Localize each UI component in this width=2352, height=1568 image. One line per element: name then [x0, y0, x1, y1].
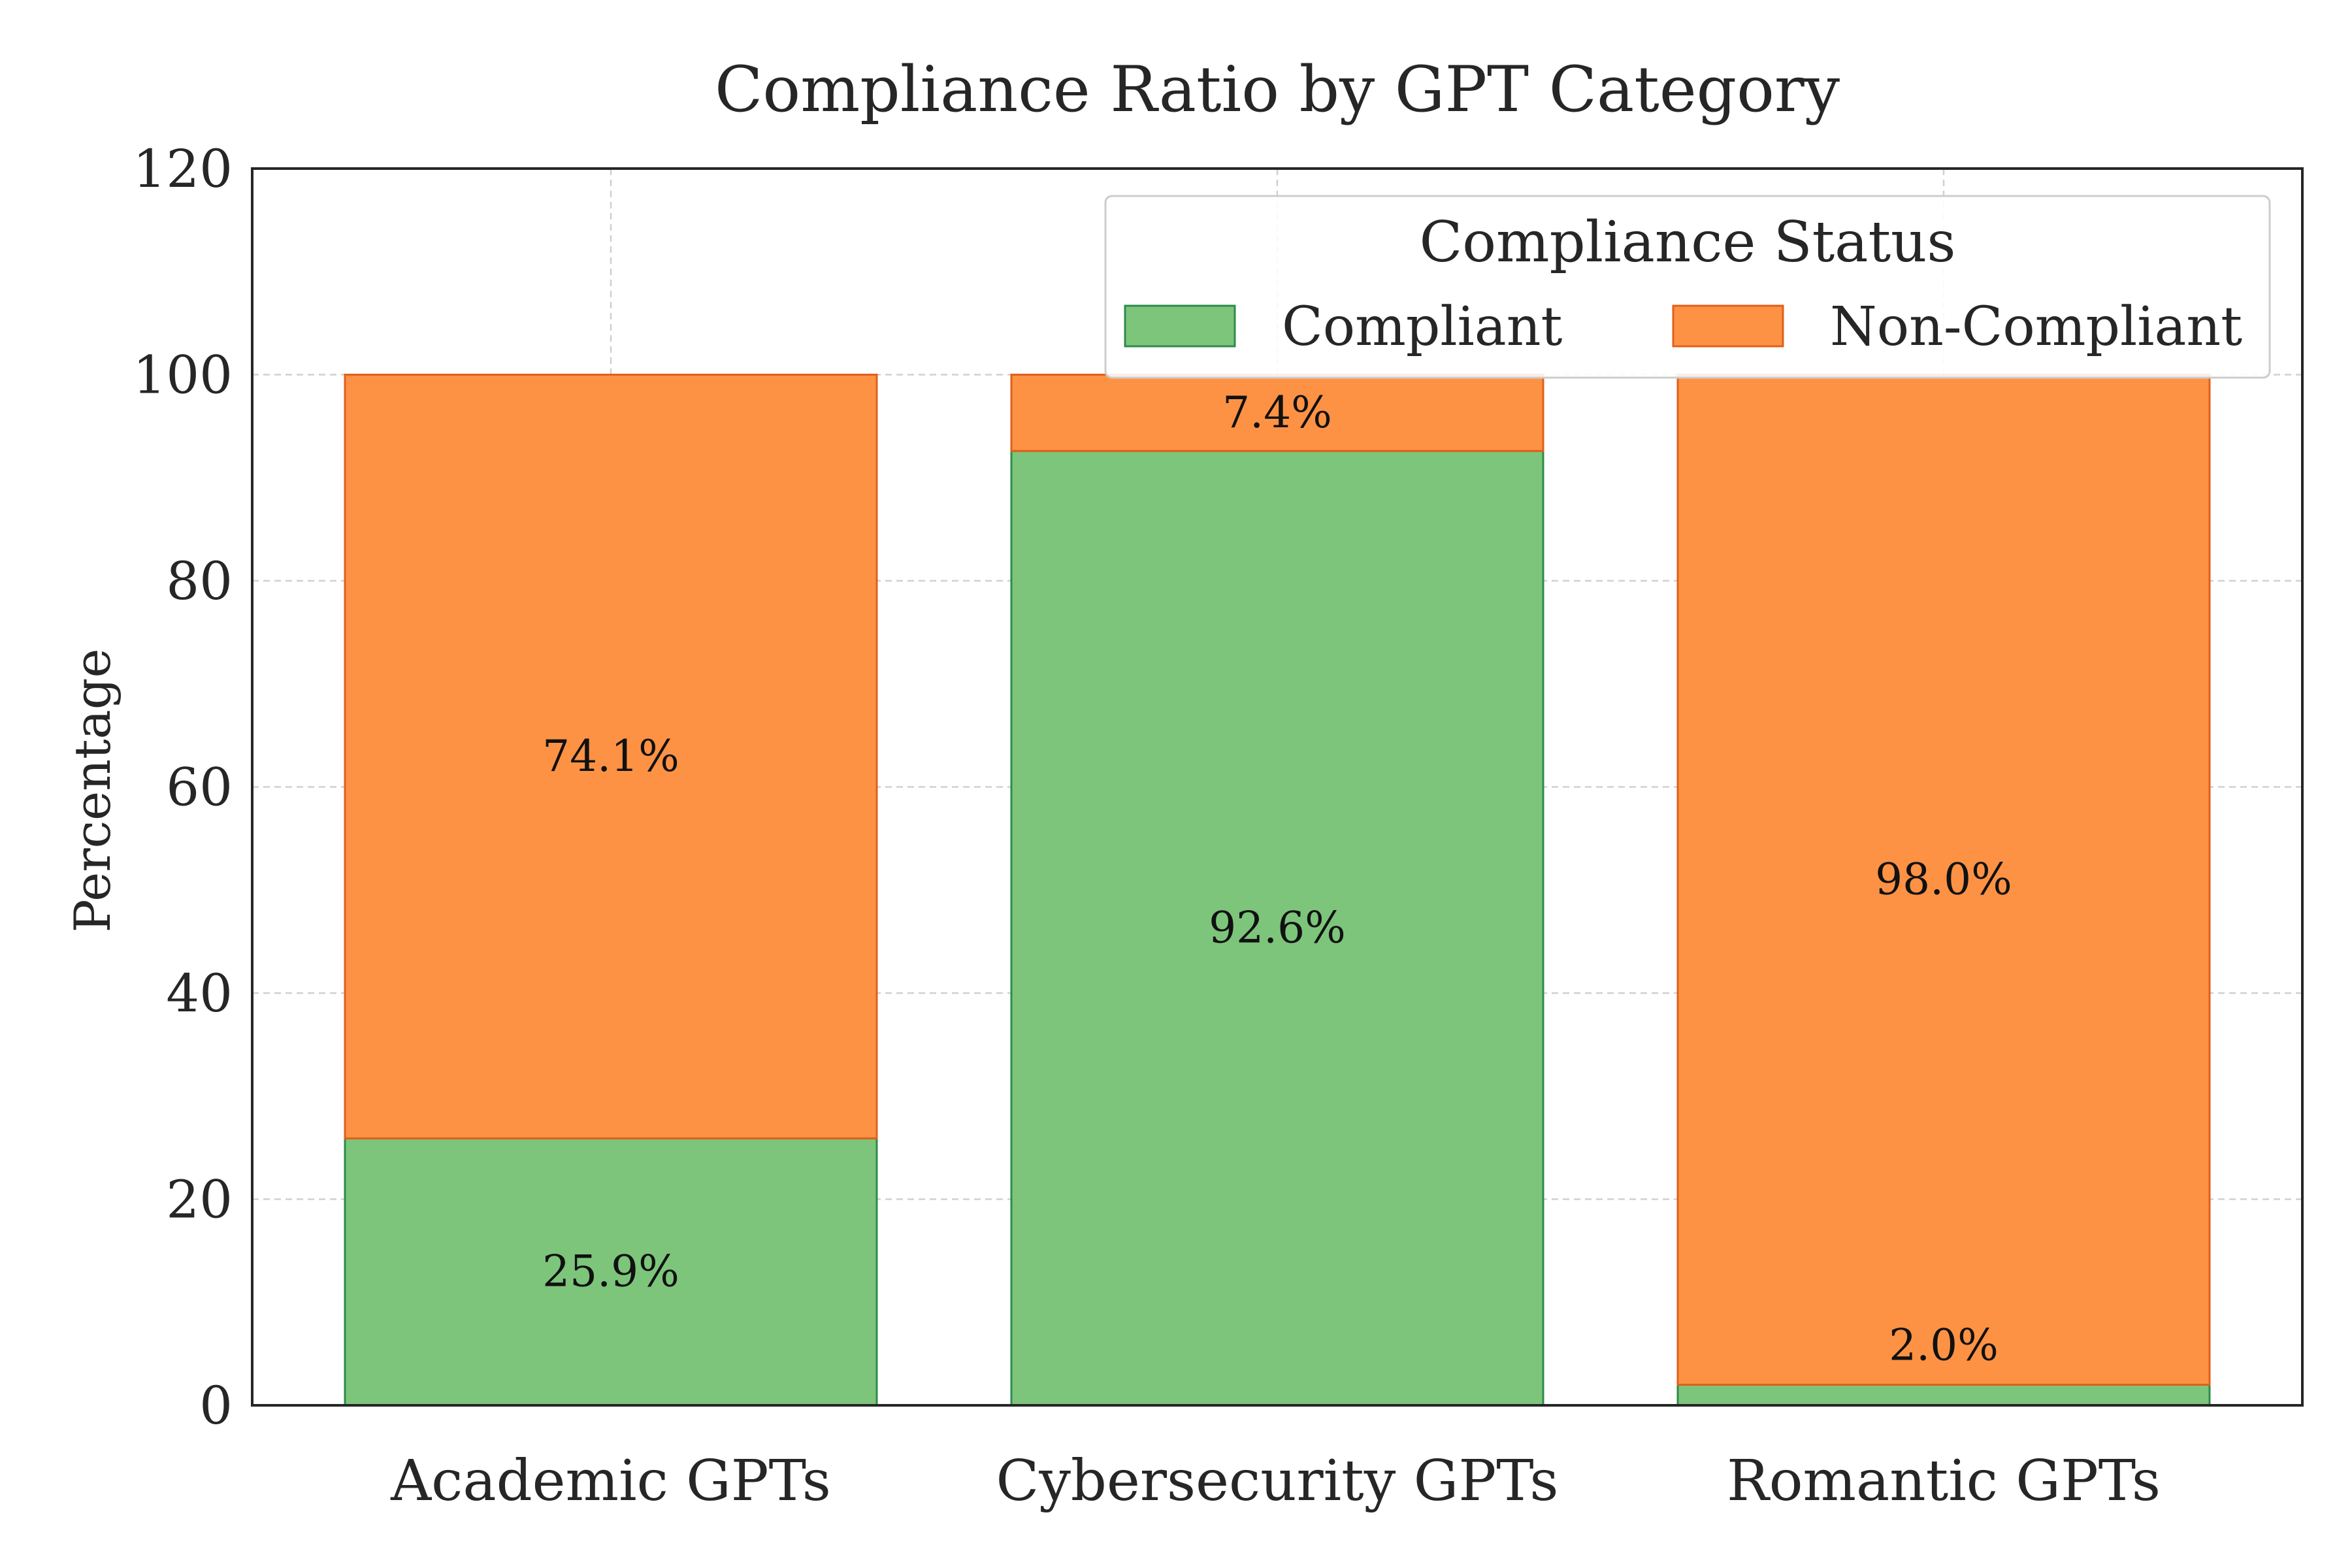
bar-compliant-0 — [344, 1137, 878, 1407]
legend-swatch — [1672, 304, 1784, 348]
y-tick-label: 100 — [133, 345, 233, 406]
legend-box — [1104, 195, 2271, 379]
legend-title: Compliance Status — [1419, 210, 1955, 275]
y-axis-ticks: 0 20 40 60 80 100 120 — [133, 139, 233, 1436]
data-label: 2.0% — [1889, 1320, 1999, 1370]
x-axis-ticks: Academic GPTs Cybersecurity GPTs Romantic … — [390, 1448, 2161, 1514]
bar-compliant-1 — [1010, 449, 1544, 1407]
data-label: 7.4% — [1222, 387, 1332, 438]
y-tick-label: 120 — [133, 139, 233, 199]
data-label: 98.0% — [1875, 854, 2012, 904]
x-tick-label: Romantic GPTs — [1727, 1448, 2161, 1514]
legend: Compliance Status Compliant Non-Compliant — [1104, 195, 2271, 379]
legend-label: Compliant — [1282, 296, 1563, 358]
legend-items: Compliant Non-Compliant — [1124, 296, 2242, 358]
y-tick-label: 80 — [166, 551, 233, 612]
data-label: 74.1% — [542, 731, 679, 781]
bars: 25.9% 74.1% 92.6% 7.4% 2.0% 98.0% — [344, 374, 2211, 1407]
bar-compliant-2 — [1676, 1383, 2211, 1407]
data-label: 25.9% — [542, 1247, 679, 1297]
legend-label: Non-Compliant — [1830, 296, 2242, 358]
bar-non-compliant-0 — [344, 374, 878, 1139]
y-tick-label: 40 — [166, 963, 233, 1024]
y-axis-label: Percentage — [63, 649, 122, 933]
y-tick-label: 60 — [166, 757, 233, 818]
plot-frame — [251, 167, 2304, 1407]
x-tick-label: Academic GPTs — [390, 1448, 831, 1514]
y-tick-label: 20 — [166, 1169, 233, 1230]
data-label: 92.6% — [1209, 903, 1346, 953]
legend-swatch — [1124, 304, 1236, 348]
chart-title: Compliance Ratio by GPT Category — [715, 53, 1840, 126]
y-tick-label: 0 — [199, 1375, 233, 1436]
x-tick-label: Cybersecurity GPTs — [996, 1448, 1559, 1514]
